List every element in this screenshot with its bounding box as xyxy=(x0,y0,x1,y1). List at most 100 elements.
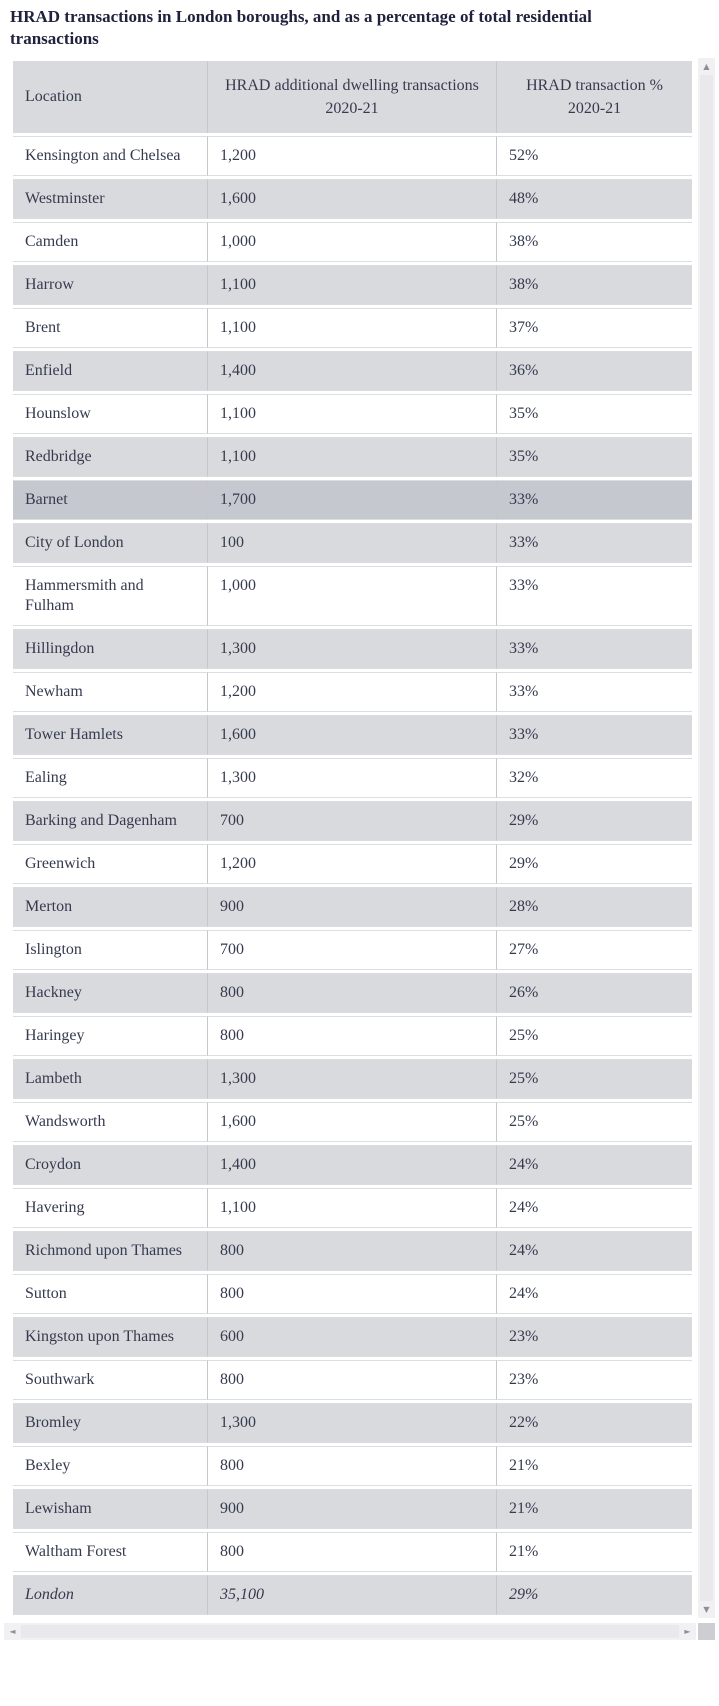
cell-location: Barking and Dagenham xyxy=(13,800,208,841)
cell-percent: 27% xyxy=(497,929,692,970)
scroll-down-icon[interactable]: ▼ xyxy=(703,1604,710,1614)
cell-transactions: 1,300 xyxy=(208,628,497,669)
table-row[interactable]: Sutton 800 24% xyxy=(13,1273,692,1314)
cell-percent: 48% xyxy=(497,178,692,219)
cell-percent: 35% xyxy=(497,393,692,434)
table-row[interactable]: Lewisham 900 21% xyxy=(13,1488,692,1529)
cell-percent: 24% xyxy=(497,1144,692,1185)
cell-percent: 36% xyxy=(497,350,692,391)
vertical-scrollbar[interactable]: ▲ ▼ xyxy=(698,57,715,1618)
column-header-percent: HRAD transaction % 2020-21 xyxy=(497,60,692,133)
cell-transactions: 1,300 xyxy=(208,1402,497,1443)
cell-transactions: 900 xyxy=(208,886,497,927)
table-row[interactable]: Greenwich 1,200 29% xyxy=(13,843,692,884)
cell-transactions: 800 xyxy=(208,1445,497,1486)
cell-transactions: 1,200 xyxy=(208,843,497,884)
table-row[interactable]: Hackney 800 26% xyxy=(13,972,692,1013)
cell-location: Hackney xyxy=(13,972,208,1013)
cell-percent: 23% xyxy=(497,1316,692,1357)
cell-percent: 38% xyxy=(497,221,692,262)
cell-location: Barnet xyxy=(13,479,208,520)
table-row[interactable]: Redbridge 1,100 35% xyxy=(13,436,692,477)
cell-percent: 24% xyxy=(497,1273,692,1314)
horizontal-scrollbar[interactable]: ◄ ► xyxy=(4,1622,696,1640)
table-row[interactable]: Havering 1,100 24% xyxy=(13,1187,692,1228)
cell-transactions: 1,600 xyxy=(208,1101,497,1142)
horizontal-scrollbar-thumb[interactable] xyxy=(21,1624,679,1638)
cell-location: Newham xyxy=(13,671,208,712)
cell-transactions: 1,100 xyxy=(208,1187,497,1228)
table-row[interactable]: Croydon 1,400 24% xyxy=(13,1144,692,1185)
table-row[interactable]: Harrow 1,100 38% xyxy=(13,264,692,305)
page-title: HRAD transactions in London boroughs, an… xyxy=(10,7,592,48)
table-row[interactable]: Waltham Forest 800 21% xyxy=(13,1531,692,1572)
cell-percent: 21% xyxy=(497,1531,692,1572)
cell-location: Hammersmith and Fulham xyxy=(13,565,208,626)
table-row[interactable]: Barking and Dagenham 700 29% xyxy=(13,800,692,841)
cell-transactions: 1,100 xyxy=(208,393,497,434)
table-row[interactable]: Westminster 1,600 48% xyxy=(13,178,692,219)
table-row[interactable]: Ealing 1,300 32% xyxy=(13,757,692,798)
table-row[interactable]: Camden 1,000 38% xyxy=(13,221,692,262)
cell-location: Lewisham xyxy=(13,1488,208,1529)
cell-location: Hounslow xyxy=(13,393,208,434)
table-row[interactable]: Brent 1,100 37% xyxy=(13,307,692,348)
cell-transactions: 1,300 xyxy=(208,757,497,798)
cell-location: Wandsworth xyxy=(13,1101,208,1142)
scroll-right-icon[interactable]: ► xyxy=(684,1626,691,1636)
column-header-transactions: HRAD additional dwelling transactions 20… xyxy=(208,60,497,133)
cell-percent: 52% xyxy=(497,135,692,176)
table-row[interactable]: Hillingdon 1,300 33% xyxy=(13,628,692,669)
vertical-scrollbar-thumb[interactable] xyxy=(700,74,713,1601)
cell-transactions: 900 xyxy=(208,1488,497,1529)
scrollbar-corner xyxy=(698,1622,715,1640)
cell-location: Westminster xyxy=(13,178,208,219)
cell-location: Merton xyxy=(13,886,208,927)
cell-percent: 26% xyxy=(497,972,692,1013)
cell-location: Enfield xyxy=(13,350,208,391)
cell-percent: 37% xyxy=(497,307,692,348)
cell-location: Camden xyxy=(13,221,208,262)
cell-transactions: 700 xyxy=(208,800,497,841)
cell-location: Havering xyxy=(13,1187,208,1228)
cell-location: Islington xyxy=(13,929,208,970)
table-row[interactable]: Tower Hamlets 1,600 33% xyxy=(13,714,692,755)
table-row[interactable]: Southwark 800 23% xyxy=(13,1359,692,1400)
cell-percent: 22% xyxy=(497,1402,692,1443)
table-row[interactable]: Enfield 1,400 36% xyxy=(13,350,692,391)
cell-transactions: 100 xyxy=(208,522,497,563)
cell-transactions: 1,600 xyxy=(208,714,497,755)
cell-location: Bromley xyxy=(13,1402,208,1443)
table-row[interactable]: Bromley 1,300 22% xyxy=(13,1402,692,1443)
table-row[interactable]: Islington 700 27% xyxy=(13,929,692,970)
cell-transactions: 800 xyxy=(208,1359,497,1400)
table-row[interactable]: Kingston upon Thames 600 23% xyxy=(13,1316,692,1357)
table-row[interactable]: Richmond upon Thames 800 24% xyxy=(13,1230,692,1271)
cell-transactions: 1,000 xyxy=(208,221,497,262)
cell-location: City of London xyxy=(13,522,208,563)
table-row[interactable]: Hammersmith and Fulham 1,000 33% xyxy=(13,565,692,626)
scroll-up-icon[interactable]: ▲ xyxy=(703,61,710,71)
table-row[interactable]: Merton 900 28% xyxy=(13,886,692,927)
cell-percent: 29% xyxy=(497,800,692,841)
table-row[interactable]: Hounslow 1,100 35% xyxy=(13,393,692,434)
cell-percent: 35% xyxy=(497,436,692,477)
table-row[interactable]: Barnet 1,700 33% xyxy=(13,479,692,520)
table-row[interactable]: Lambeth 1,300 25% xyxy=(13,1058,692,1099)
table-row[interactable]: Haringey 800 25% xyxy=(13,1015,692,1056)
cell-percent: 33% xyxy=(497,671,692,712)
table-row[interactable]: Wandsworth 1,600 25% xyxy=(13,1101,692,1142)
cell-percent: 32% xyxy=(497,757,692,798)
table-row[interactable]: Bexley 800 21% xyxy=(13,1445,692,1486)
cell-location: Croydon xyxy=(13,1144,208,1185)
table-row[interactable]: City of London 100 33% xyxy=(13,522,692,563)
table-row-total[interactable]: London 35,100 29% xyxy=(13,1574,692,1615)
table-row[interactable]: Kensington and Chelsea 1,200 52% xyxy=(13,135,692,176)
cell-location: Richmond upon Thames xyxy=(13,1230,208,1271)
cell-transactions: 1,200 xyxy=(208,135,497,176)
scroll-left-icon[interactable]: ◄ xyxy=(9,1626,16,1636)
cell-percent: 33% xyxy=(497,628,692,669)
cell-transactions: 1,300 xyxy=(208,1058,497,1099)
table-row[interactable]: Newham 1,200 33% xyxy=(13,671,692,712)
cell-transactions: 1,400 xyxy=(208,350,497,391)
